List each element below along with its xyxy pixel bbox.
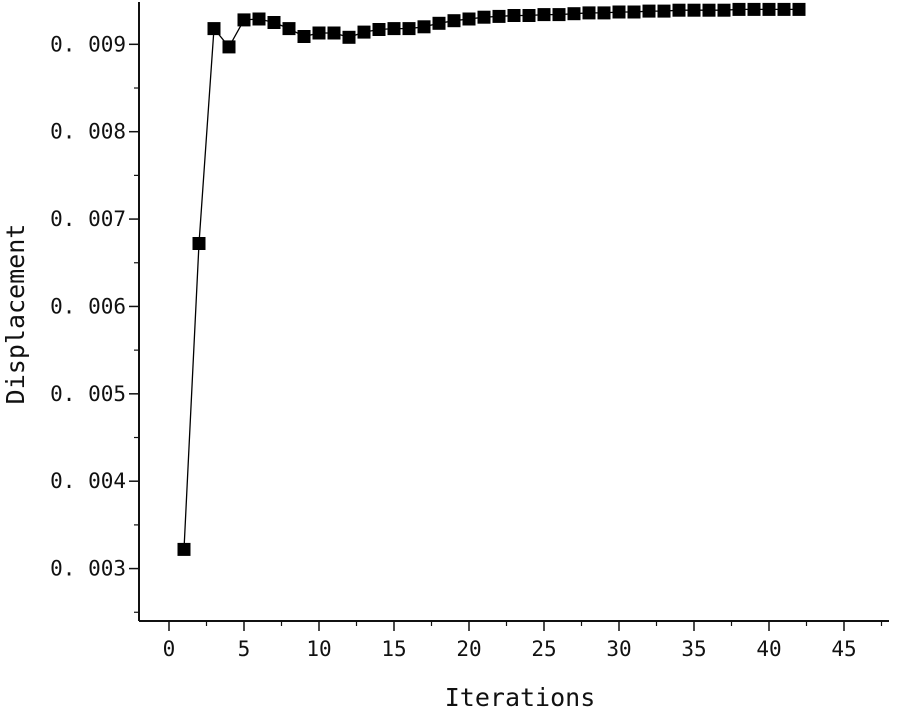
data-series: [177, 2, 806, 556]
y-tick-label: 0. 004: [50, 469, 126, 493]
data-point: [612, 5, 626, 19]
data-point: [732, 2, 746, 16]
data-point: [627, 5, 641, 19]
data-point: [342, 30, 356, 44]
data-point: [327, 26, 341, 40]
data-point: [777, 2, 791, 16]
data-point: [192, 237, 206, 250]
data-point: [552, 8, 566, 22]
y-tick-label: 0. 003: [50, 557, 126, 581]
data-point: [387, 22, 401, 36]
data-point: [597, 6, 611, 20]
data-point: [762, 2, 776, 16]
x-tick-label: 10: [306, 637, 331, 661]
y-axis-title: Displacement: [1, 224, 30, 405]
data-point: [252, 12, 266, 26]
series-line: [183, 8, 799, 550]
data-point: [717, 3, 731, 17]
data-point: [492, 9, 506, 23]
data-point: [702, 3, 716, 17]
data-point: [522, 9, 536, 22]
x-tick-label: 0: [163, 637, 176, 661]
x-tick-label: 45: [831, 637, 856, 661]
data-point: [237, 13, 251, 27]
data-point: [432, 16, 446, 30]
data-point: [312, 26, 326, 40]
y-tick-label: 0. 008: [50, 120, 126, 144]
data-point: [267, 16, 281, 29]
data-point: [687, 3, 701, 17]
data-point: [282, 22, 296, 36]
y-tick-label: 0. 005: [50, 382, 126, 406]
data-point: [417, 20, 431, 34]
axes: 0 5 10 15 20 25 30 35 40 45 0. 003 0. 004 0. 005 0. 0…: [50, 2, 889, 661]
data-point: [567, 7, 581, 21]
data-point: [297, 30, 311, 43]
x-tick-label: 35: [681, 637, 706, 661]
x-tick-label: 5: [238, 637, 251, 661]
y-tick-label: 0. 006: [50, 294, 126, 318]
data-point: [582, 6, 596, 20]
data-point: [372, 23, 386, 36]
x-tick-label: 15: [381, 637, 406, 661]
data-point: [642, 4, 656, 18]
data-point: [792, 2, 806, 16]
data-point: [507, 9, 521, 22]
data-point: [177, 542, 191, 556]
data-point: [447, 14, 461, 28]
data-point: [477, 10, 491, 24]
x-tick-label: 40: [756, 637, 781, 661]
x-axis-title: Iterations: [445, 683, 596, 712]
data-point: [747, 2, 761, 16]
x-tick-label: 30: [606, 637, 631, 661]
data-point: [462, 12, 476, 26]
data-point: [222, 40, 236, 54]
data-point: [207, 22, 221, 36]
x-tick-label: 25: [531, 637, 556, 661]
y-tick-label: 0. 007: [50, 207, 126, 231]
data-point: [537, 8, 551, 22]
x-tick-label: 20: [456, 637, 481, 661]
data-point: [357, 25, 371, 39]
y-tick-label: 0. 009: [50, 32, 126, 56]
data-point: [657, 4, 671, 18]
data-point: [402, 22, 416, 36]
data-point: [672, 3, 686, 17]
